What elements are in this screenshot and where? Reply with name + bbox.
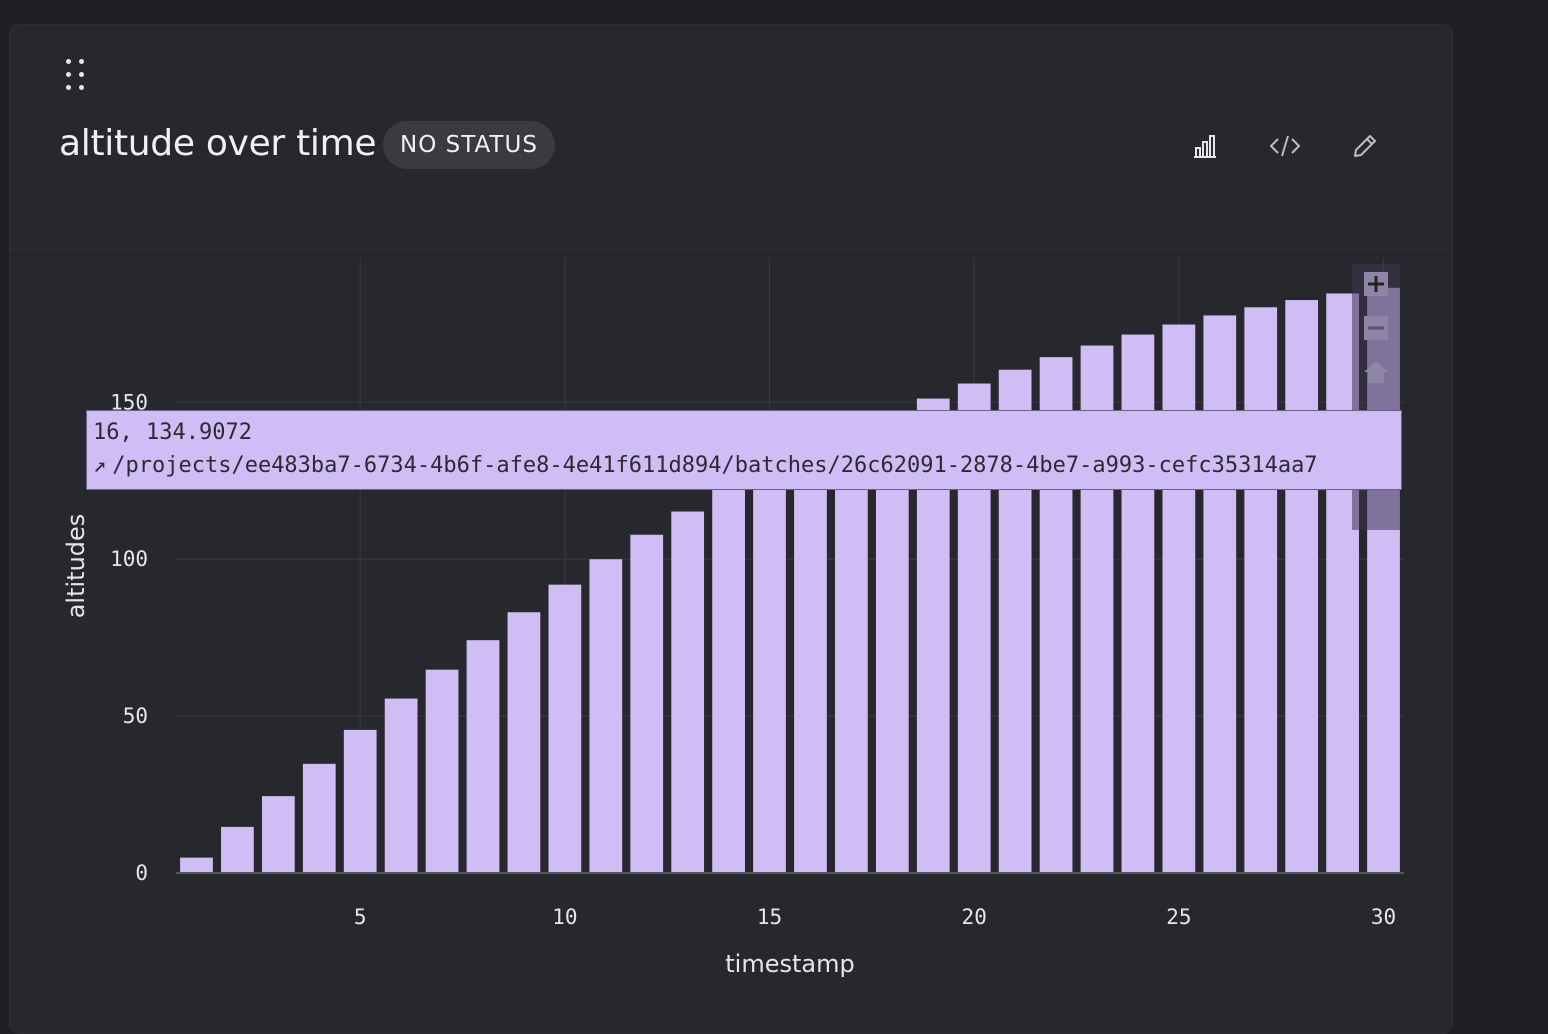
bar[interactable] [507,612,541,873]
panel-title: altitude over time [59,123,377,164]
bar[interactable] [1162,324,1196,874]
x-tick-label: 10 [552,905,577,929]
bar[interactable] [875,414,909,873]
status-badge: NO STATUS [383,121,555,169]
bar[interactable] [180,857,213,873]
bar[interactable] [671,511,705,873]
bar-chart-icon[interactable] [1188,129,1222,163]
tooltip-link-text[interactable]: /projects/ee483ba7-6734-4b6f-afe8-4e41f6… [112,453,1318,478]
pencil-icon[interactable] [1348,129,1382,163]
x-axis-label: timestamp [725,950,854,978]
header-divider [10,249,1452,250]
bar[interactable] [1285,300,1319,874]
tooltip-point: 16, 134.9072 [93,420,252,445]
bar[interactable] [835,431,868,873]
bar[interactable] [753,469,786,873]
bar[interactable] [589,559,623,873]
drag-handle-icon[interactable] [64,57,88,93]
bar[interactable] [794,449,827,873]
x-tick-label: 30 [1371,905,1396,929]
y-axis-label: altitudes [62,514,90,619]
x-tick-label: 5 [354,905,367,929]
bar[interactable] [384,698,418,873]
bar[interactable] [630,534,664,873]
bar[interactable] [1244,307,1278,873]
y-tick-label: 0 [135,861,148,885]
x-tick-label: 15 [757,905,782,929]
y-tick-label: 50 [123,704,148,728]
external-link-icon: ↗ [93,453,107,478]
zoom-in-icon[interactable] [1362,270,1390,298]
bar[interactable] [302,763,336,873]
bar[interactable] [425,669,459,873]
x-tick-label: 25 [1166,905,1191,929]
y-tick-label: 100 [110,547,148,571]
bar[interactable] [1203,315,1237,874]
x-tick-label: 20 [962,905,987,929]
bar[interactable] [221,826,254,873]
code-icon[interactable] [1268,129,1302,163]
reset-home-icon[interactable] [1362,358,1390,386]
tooltip-link[interactable]: ↗/projects/ee483ba7-6734-4b6f-afe8-4e41f… [93,453,1318,478]
bar[interactable] [548,584,582,873]
hover-tooltip: 16, 134.9072 ↗/projects/ee483ba7-6734-4b… [86,410,1402,490]
bar[interactable] [343,729,377,873]
bar[interactable] [466,640,500,873]
plot-modebar [1352,264,1400,530]
zoom-out-icon[interactable] [1362,314,1390,342]
bar[interactable] [712,489,745,873]
bar[interactable] [261,796,295,873]
